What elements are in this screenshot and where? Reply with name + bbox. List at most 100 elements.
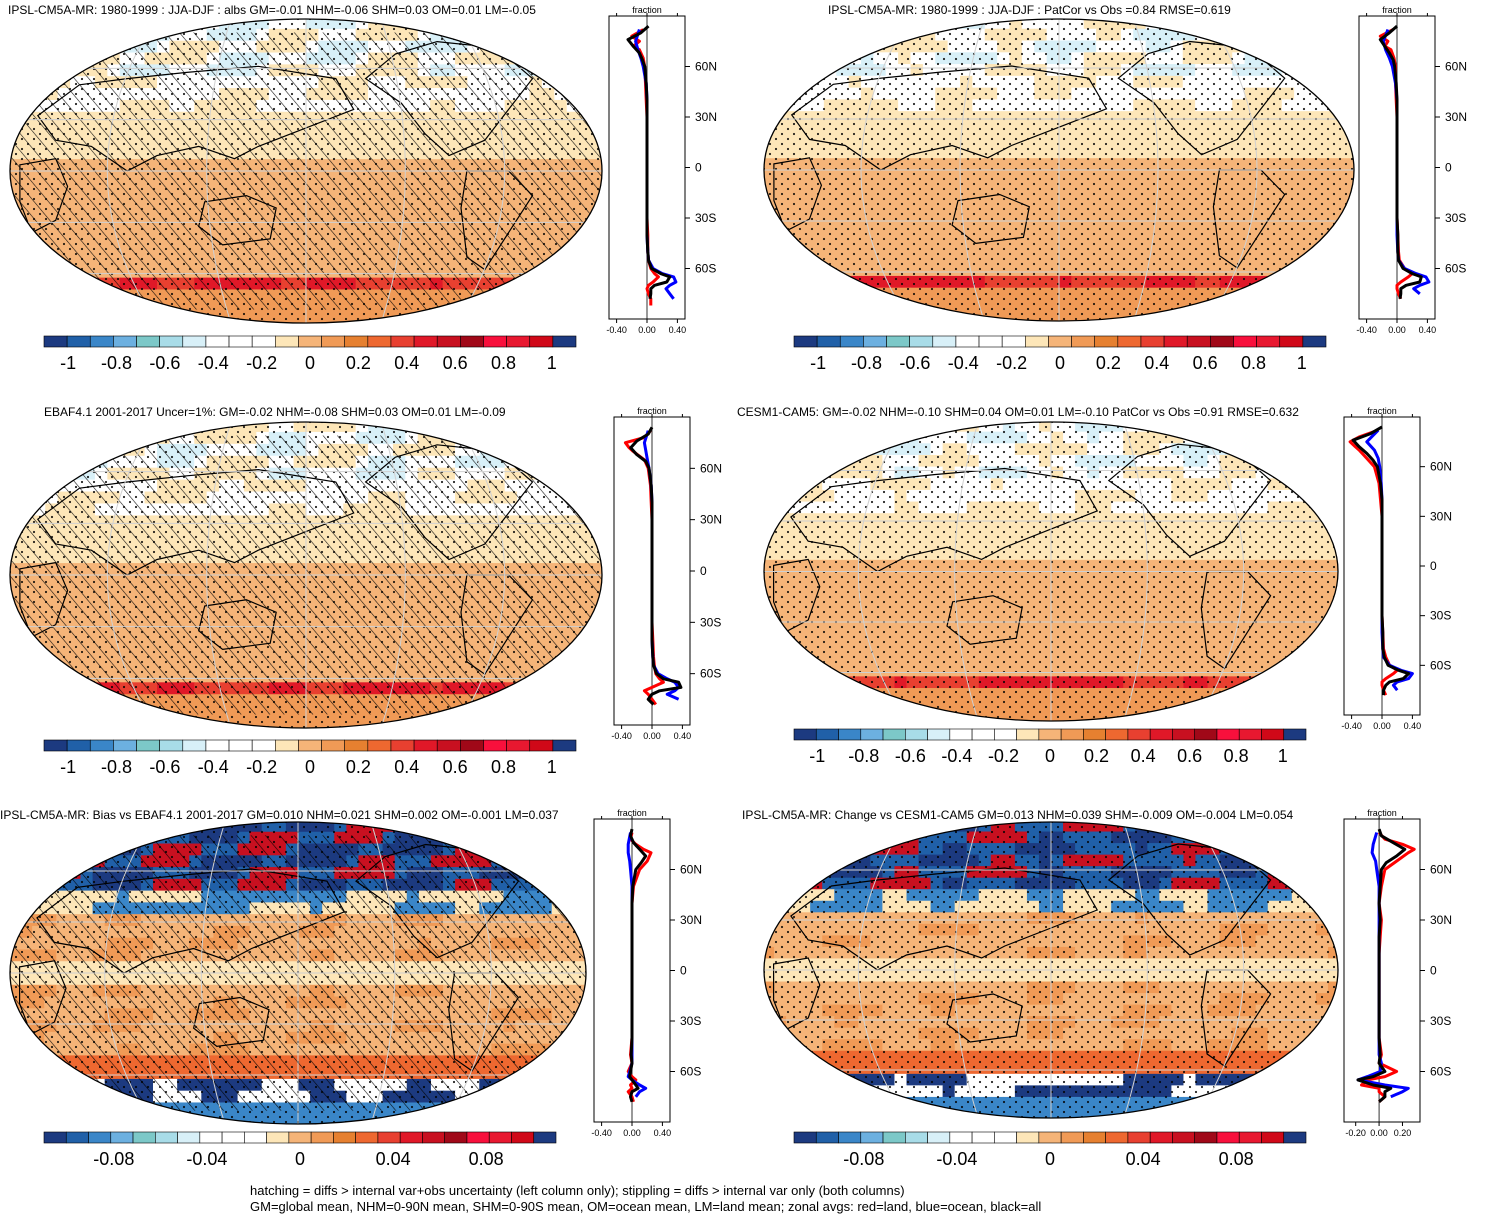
map-cell [762,288,775,300]
map-cell [418,420,431,433]
map-cell [70,420,83,433]
map-cell [858,443,871,455]
map-cell [1183,311,1196,323]
map-cell [95,301,108,313]
map-cell [8,17,21,29]
map-cell [579,718,592,731]
map-cell [1316,443,1329,455]
colorbar-tick-label: -0.6 [899,353,930,373]
map-cell [786,432,799,444]
map-cell [824,29,837,41]
colorbar-swatch [252,336,275,347]
map-cell [33,658,46,671]
map-cell [1304,653,1317,665]
map-cell [886,29,899,41]
x-tick-label: 0.00 [1388,325,1406,335]
map-cell [567,420,580,433]
map-cell [567,658,580,671]
map-cell [1294,276,1307,288]
map-cell [505,444,518,457]
map-cell [20,41,33,53]
map-cell [120,17,133,29]
map-cell [8,53,21,65]
map-cell [774,467,787,479]
map-cell [1331,241,1344,253]
map-cell [799,76,812,88]
map-cell [1269,29,1282,41]
map-cell [554,456,567,469]
map-cell [517,17,530,29]
map-cell [8,682,21,695]
map-cell [467,718,480,731]
map-cell [873,17,886,29]
map-cell [45,706,58,719]
colorbar-tick-label: -0.4 [198,757,229,777]
map-cell [20,100,33,112]
map-cell [861,17,874,29]
map-cell [786,653,799,665]
map-cell [45,420,58,433]
map-cell [45,432,58,445]
map-cell [787,241,800,253]
lat-tick-label: 60S [695,262,716,276]
map-cell [554,658,567,671]
map-cell [542,278,555,290]
colorbar-swatch [113,740,136,751]
map-cell [567,301,580,313]
map-cell [20,658,33,671]
colorbar-swatch [863,336,886,347]
panel-title: IPSL-CM5A-MR: 1980-1999 : JJA-DJF : albs… [8,3,536,17]
colorbar-swatch [1187,336,1210,347]
map-cell [95,706,108,719]
map-cell [1304,641,1317,653]
map-cell [812,276,825,288]
map-cell [443,17,456,29]
map-cell [787,41,800,53]
colorbar-swatch [817,336,840,347]
map-cell [58,718,71,731]
colorbar-tick-label: 0.6 [443,353,468,373]
map-cell [45,17,58,29]
map-cell [20,301,33,313]
map-cell [8,301,21,313]
map-cell [882,432,895,444]
map-cell [1316,641,1329,653]
panel-title: CESM1-CAM5: GM=-0.02 NHM=-0.10 SHM=0.04 … [737,405,1299,419]
colorbar-tick-label: -0.2 [246,757,277,777]
map-cell [774,229,787,241]
map-cell [861,288,874,300]
map-cell [799,299,812,311]
map-cell [799,41,812,53]
map-cell [812,288,825,300]
colorbar-swatch [483,336,506,347]
map-cell [530,420,543,433]
colorbar-tick-label: 0.8 [491,757,516,777]
map-cell [762,241,775,253]
map-cell [20,230,33,242]
map-cell [1316,490,1329,502]
colorbar-swatch [90,336,113,347]
map-cell [8,100,21,112]
map-cell [132,432,145,445]
map-cell [567,41,580,53]
map-cell [846,432,859,444]
map-cell [182,313,195,325]
map-cell [762,41,775,53]
map-cell [1195,17,1208,29]
map-cell [762,111,775,123]
map-cell [1304,490,1317,502]
map-cell [517,432,530,445]
map-cell [1282,299,1295,311]
colorbar-swatch [183,740,206,751]
map-cell [786,467,799,479]
colorbar-tick-label: 0.2 [346,353,371,373]
map-cell [517,706,530,719]
map-cell [567,88,580,100]
map-cell [1331,52,1344,64]
map-cell [95,289,108,301]
map-cell [492,29,505,41]
map-cell [1292,443,1305,455]
colorbar-swatch [298,336,321,347]
map-cell [554,670,567,683]
map-cell [812,29,825,41]
